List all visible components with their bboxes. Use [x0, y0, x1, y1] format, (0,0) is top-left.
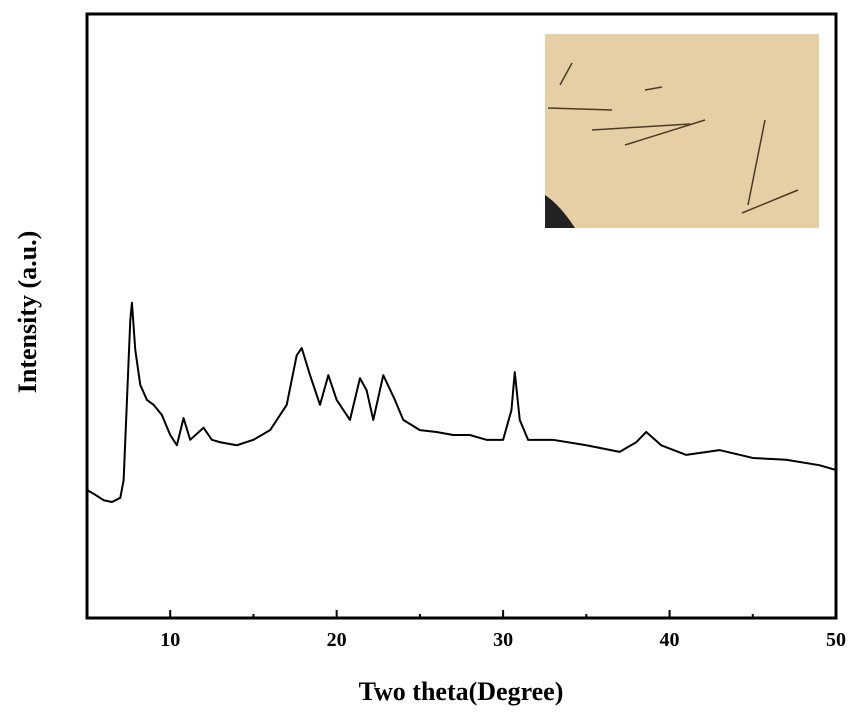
data-line	[86, 301, 837, 504]
plot-frame	[85, 12, 838, 620]
photo-shadow	[545, 195, 575, 228]
x-tick-label: 20	[327, 629, 347, 651]
x-tick-label: 10	[160, 629, 180, 651]
x-tick-label: 30	[493, 629, 513, 651]
photo-background	[545, 34, 819, 228]
y-axis-label: Intensity (a.u.)	[13, 231, 42, 394]
inset-photo	[545, 34, 819, 228]
x-tick-label: 40	[660, 629, 680, 651]
x-axis-label: Two theta(Degree)	[359, 677, 564, 706]
x-tick-label: 50	[826, 629, 846, 651]
photo-crystals	[547, 62, 799, 214]
